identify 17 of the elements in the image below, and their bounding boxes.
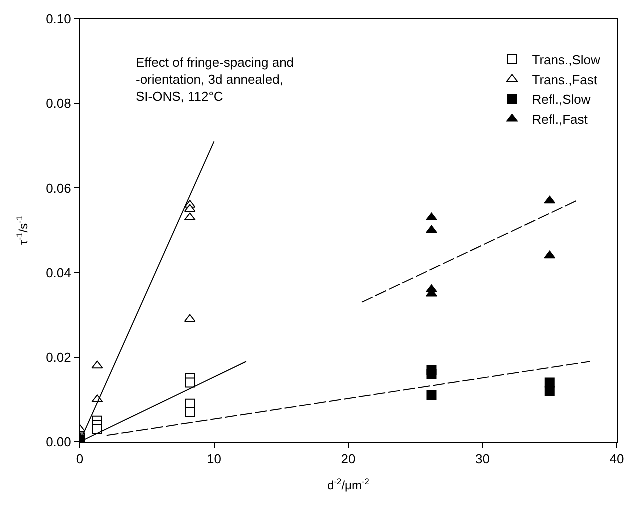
x-tick-label: 10	[207, 452, 222, 467]
x-axis-title: d$^{-2}$/μm$^{-2}$	[328, 476, 370, 492]
legend-label: Refl.,Fast	[532, 112, 588, 128]
y-tick-label: 0.02	[46, 350, 72, 365]
x-tick-label: 40	[610, 452, 624, 467]
legend-label: Trans.,Fast	[532, 72, 598, 88]
x-tick-label: 0	[76, 452, 84, 467]
x-tick-label: 30	[476, 452, 490, 467]
legend-label: Refl.,Slow	[532, 92, 592, 108]
y-tick-label: 0.08	[46, 96, 72, 112]
y-tick-label: 0.04	[46, 265, 72, 280]
x-tick-label: 20	[341, 452, 356, 467]
y-tick-label: 0.06	[46, 180, 72, 196]
y-tick-label: 0.10	[46, 12, 72, 27]
y-tick-label: 0.00	[46, 434, 72, 450]
legend-label: Trans.,Slow	[532, 52, 602, 68]
annotation: Effect of fringe-spacing and -orientation, 3d annealed, SI-ONS, 112°C	[136, 55, 294, 104]
